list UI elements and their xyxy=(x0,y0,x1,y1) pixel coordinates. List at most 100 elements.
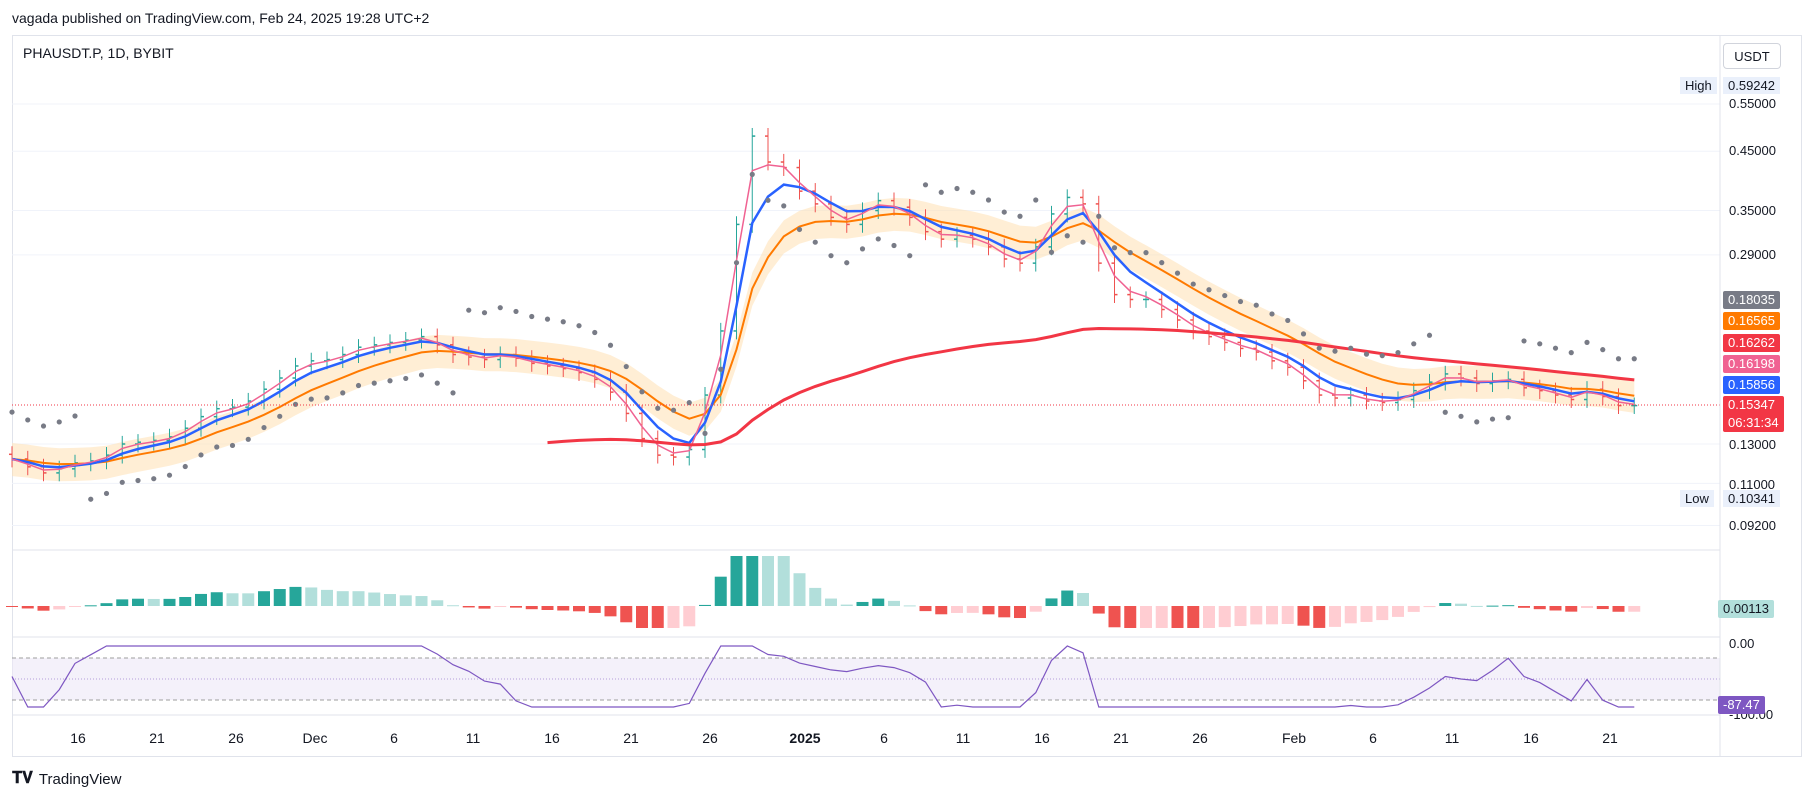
sar-dot xyxy=(1300,331,1307,337)
oscillator-line xyxy=(11,645,1635,708)
macd-bar xyxy=(116,599,129,606)
time-tick: 26 xyxy=(702,730,718,746)
sar-dot xyxy=(1615,356,1622,362)
sar-dot xyxy=(1033,197,1039,203)
ema-fast-line xyxy=(11,164,1635,471)
sar-dot xyxy=(844,260,850,266)
sar-dot xyxy=(1411,341,1417,347)
macd-bar xyxy=(1140,606,1152,628)
macd-bar xyxy=(1470,605,1483,607)
sar-dot xyxy=(1064,233,1070,239)
sar-dot xyxy=(544,316,551,322)
sar-dot xyxy=(403,375,409,382)
sar-dot xyxy=(985,197,992,203)
sar-dot xyxy=(592,329,598,336)
sar-dot xyxy=(119,479,125,485)
time-tick: 21 xyxy=(1113,730,1129,746)
sar-dot xyxy=(88,496,94,502)
sar-dot xyxy=(655,405,661,411)
macd-bar xyxy=(462,606,475,608)
low-value: 0.10341 xyxy=(1723,490,1780,507)
macd-bar xyxy=(1124,606,1137,628)
macd-bar xyxy=(510,606,522,608)
macd-bar xyxy=(809,587,822,606)
price-tick: 0.11000 xyxy=(1729,477,1776,492)
price-tag-ema-fast: 0.16198 xyxy=(1723,355,1780,373)
sar-dot xyxy=(1080,239,1086,245)
bar-countdown: 06:31:34 xyxy=(1728,415,1779,430)
macd-bar xyxy=(825,598,837,606)
sar-dot xyxy=(355,382,362,389)
price-tick: 0.35000 xyxy=(1729,203,1776,218)
macd-value-tag: 0.00113 xyxy=(1718,600,1775,618)
macd-bar xyxy=(1392,606,1404,617)
sar-dot xyxy=(1521,338,1527,344)
grid-lines xyxy=(12,103,1720,526)
macd-bar xyxy=(1092,606,1105,614)
macd-bar xyxy=(793,573,806,606)
brand[interactable]: 𝐓𝐕 TradingView xyxy=(12,770,121,788)
macd-bar xyxy=(431,600,444,606)
time-tick: Feb xyxy=(1281,730,1307,746)
sar-dot xyxy=(1159,260,1165,266)
macd-bar xyxy=(998,606,1011,618)
macd-bar xyxy=(132,598,144,606)
sar-dot xyxy=(1379,353,1385,359)
sar-dot xyxy=(245,436,251,442)
macd-bar xyxy=(525,606,538,610)
sar-dot xyxy=(481,310,488,316)
moving-averages xyxy=(11,164,1635,471)
sar-dot xyxy=(340,390,346,396)
macd-bar xyxy=(1266,606,1278,625)
macd-bar xyxy=(210,592,223,606)
oscillator-pane xyxy=(11,645,1720,708)
macd-bar xyxy=(651,606,664,628)
sar-dot xyxy=(1489,416,1496,422)
macd-bar xyxy=(1045,598,1058,606)
macd-bar xyxy=(1502,605,1515,607)
sar-dot xyxy=(576,323,582,329)
osc-band xyxy=(12,658,1720,700)
sar-dot xyxy=(371,380,377,386)
macd-bar xyxy=(289,586,302,606)
currency-button[interactable]: USDT xyxy=(1723,43,1781,69)
macd-bar xyxy=(37,606,50,611)
macd-bar xyxy=(100,603,113,606)
sar-dot xyxy=(938,189,944,195)
sar-dot xyxy=(466,307,472,313)
time-tick: 26 xyxy=(228,730,244,746)
macd-bar xyxy=(636,606,648,628)
time-tick: 26 xyxy=(1192,730,1208,746)
macd-bar xyxy=(179,596,192,606)
price-tick: 0.55000 xyxy=(1729,96,1776,111)
sar-dot xyxy=(308,396,314,402)
sar-dot xyxy=(1237,298,1244,305)
sar-dot xyxy=(72,413,78,419)
macd-bar xyxy=(746,556,759,606)
sar-dot xyxy=(56,419,62,425)
time-tick: 16 xyxy=(544,730,560,746)
sar-dot xyxy=(686,400,692,406)
macd-bar xyxy=(1565,606,1578,612)
macd-bar xyxy=(1029,606,1042,612)
macd-bar xyxy=(1108,606,1121,628)
sar-dot xyxy=(1174,270,1181,276)
macd-bar xyxy=(352,591,365,606)
macd-bar xyxy=(447,605,459,607)
symbol-title[interactable]: PHAUSDT.P, 1D, BYBIT xyxy=(23,45,174,61)
sar-dot xyxy=(1631,356,1637,362)
macd-bar xyxy=(1218,606,1231,628)
sar-dot xyxy=(702,430,708,436)
time-tick: 21 xyxy=(623,730,639,746)
sar-dot xyxy=(1395,350,1401,356)
macd-bar xyxy=(1581,606,1593,609)
price-tick: 0.13000 xyxy=(1729,437,1776,452)
time-tick: 6 xyxy=(390,730,398,746)
macd-bar xyxy=(1407,606,1420,612)
macd-bar xyxy=(1360,606,1373,622)
macd-bar xyxy=(415,596,428,606)
sar-dot xyxy=(135,477,141,484)
ma-long-line xyxy=(547,326,1635,447)
macd-bar xyxy=(840,604,853,606)
